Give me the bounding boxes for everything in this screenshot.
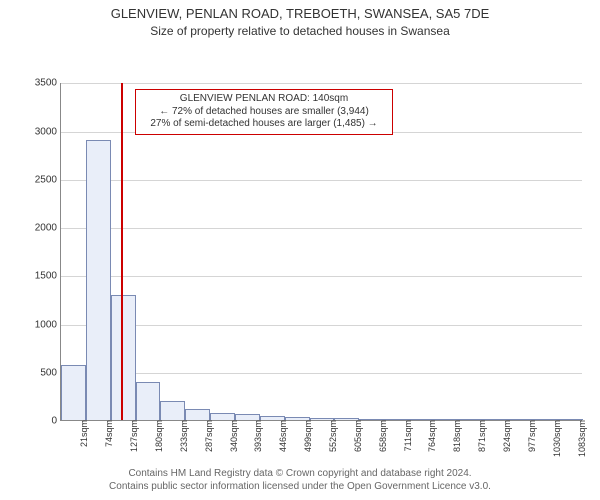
x-tick-label: 127sqm bbox=[127, 420, 139, 452]
footer: Contains HM Land Registry data © Crown c… bbox=[0, 468, 600, 493]
chart-container: Number of detached properties 0500100015… bbox=[0, 39, 600, 473]
y-tick-label: 1000 bbox=[35, 319, 61, 330]
x-tick-label: 74sqm bbox=[102, 420, 114, 447]
plot-area: 050010001500200025003000350021sqm74sqm12… bbox=[60, 83, 582, 421]
x-tick-label: 605sqm bbox=[351, 420, 363, 452]
annotation-box: GLENVIEW PENLAN ROAD: 140sqm← 72% of det… bbox=[135, 89, 393, 135]
x-tick-label: 1083sqm bbox=[575, 420, 587, 457]
gridline bbox=[61, 180, 582, 181]
x-tick-label: 552sqm bbox=[326, 420, 338, 452]
histogram-bar bbox=[61, 365, 86, 420]
x-tick-label: 711sqm bbox=[401, 420, 413, 451]
page-title: GLENVIEW, PENLAN ROAD, TREBOETH, SWANSEA… bbox=[0, 0, 600, 22]
x-tick-label: 764sqm bbox=[425, 420, 437, 452]
y-tick-label: 3000 bbox=[35, 126, 61, 137]
gridline bbox=[61, 83, 582, 84]
x-tick-label: 924sqm bbox=[500, 420, 512, 452]
x-tick-label: 1030sqm bbox=[550, 420, 562, 457]
y-tick-label: 2500 bbox=[35, 174, 61, 185]
annotation-line-2: ← 72% of detached houses are smaller (3,… bbox=[142, 106, 386, 119]
x-tick-label: 871sqm bbox=[475, 420, 487, 452]
x-tick-label: 393sqm bbox=[251, 420, 263, 452]
histogram-bar bbox=[185, 409, 210, 421]
gridline bbox=[61, 228, 582, 229]
y-tick-label: 1500 bbox=[35, 271, 61, 282]
x-tick-label: 818sqm bbox=[450, 420, 462, 452]
y-tick-label: 3500 bbox=[35, 78, 61, 89]
histogram-bar bbox=[111, 295, 136, 421]
y-tick-label: 0 bbox=[51, 416, 61, 427]
x-tick-label: 499sqm bbox=[301, 420, 313, 452]
gridline bbox=[61, 325, 582, 326]
x-tick-label: 340sqm bbox=[227, 420, 239, 452]
annotation-line-3: 27% of semi-detached houses are larger (… bbox=[142, 118, 386, 131]
histogram-bar bbox=[160, 401, 185, 420]
gridline bbox=[61, 373, 582, 374]
footer-line-2: Contains public sector information licen… bbox=[0, 481, 600, 494]
x-tick-label: 233sqm bbox=[177, 420, 189, 452]
x-tick-label: 977sqm bbox=[525, 420, 537, 452]
histogram-bar bbox=[136, 382, 161, 421]
y-tick-label: 500 bbox=[40, 367, 61, 378]
footer-line-1: Contains HM Land Registry data © Crown c… bbox=[0, 468, 600, 481]
histogram-bar bbox=[86, 140, 111, 420]
x-tick-label: 446sqm bbox=[276, 420, 288, 452]
x-tick-label: 21sqm bbox=[77, 420, 89, 447]
x-tick-label: 658sqm bbox=[376, 420, 388, 452]
x-tick-label: 180sqm bbox=[152, 420, 164, 452]
annotation-line-1: GLENVIEW PENLAN ROAD: 140sqm bbox=[142, 93, 386, 106]
property-marker-line bbox=[121, 83, 123, 420]
x-tick-label: 287sqm bbox=[202, 420, 214, 452]
gridline bbox=[61, 276, 582, 277]
y-tick-label: 2000 bbox=[35, 223, 61, 234]
page-subtitle: Size of property relative to detached ho… bbox=[0, 22, 600, 39]
